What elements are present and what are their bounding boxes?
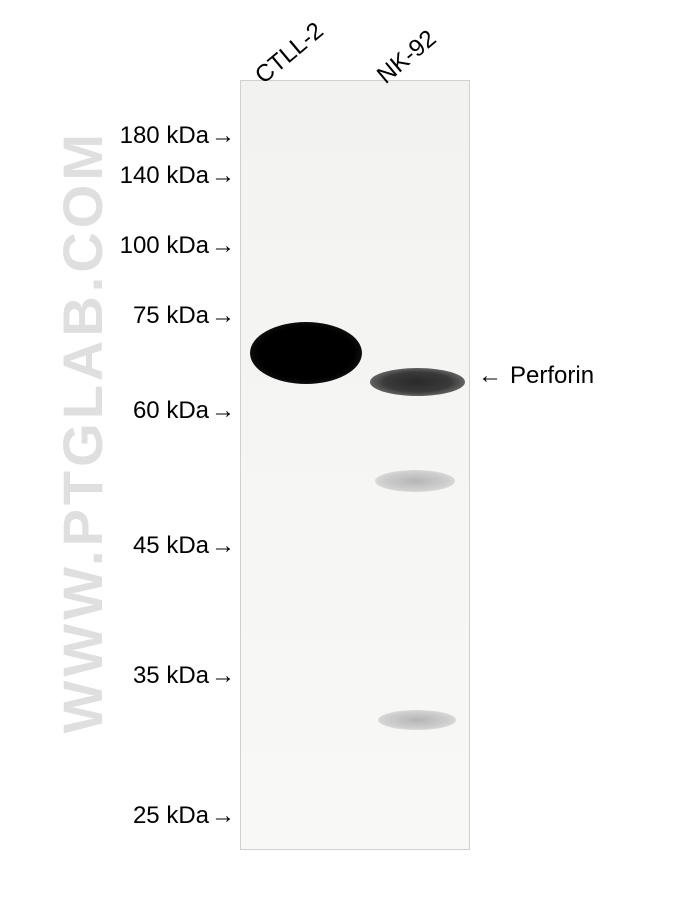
arrow-left-icon: ← (478, 362, 502, 390)
arrow-icon: → (211, 802, 235, 830)
watermark-label: WWW.PTGLAB.COM (51, 130, 114, 733)
marker-100: 100 kDa→ (120, 232, 235, 260)
arrow-icon: → (211, 662, 235, 690)
band-nk92-perforin (370, 368, 465, 396)
arrow-icon: → (211, 232, 235, 260)
watermark-text: WWW.PTGLAB.COM (50, 130, 115, 733)
arrow-icon: → (211, 532, 235, 560)
marker-25-text: 25 kDa (133, 802, 209, 829)
band-nk92-faint-2 (378, 710, 456, 730)
blot-membrane (240, 80, 470, 850)
marker-100-text: 100 kDa (120, 232, 209, 259)
marker-140: 140 kDa→ (120, 162, 235, 190)
marker-60: 60 kDa→ (133, 397, 235, 425)
target-text: Perforin (510, 362, 594, 389)
western-blot-figure: WWW.PTGLAB.COM CTLL-2 NK-92 180 kDa→ 140… (0, 0, 700, 903)
marker-45-text: 45 kDa (133, 532, 209, 559)
band-nk92-faint-1 (375, 470, 455, 492)
lane-1-text: CTLL-2 (250, 17, 329, 89)
marker-180: 180 kDa→ (120, 122, 235, 150)
arrow-icon: → (211, 162, 235, 190)
marker-35: 35 kDa→ (133, 662, 235, 690)
marker-25: 25 kDa→ (133, 802, 235, 830)
marker-60-text: 60 kDa (133, 397, 209, 424)
arrow-icon: → (211, 122, 235, 150)
marker-75: 75 kDa→ (133, 302, 235, 330)
band-ctll2-perforin (250, 322, 362, 384)
target-perforin: ← Perforin (478, 362, 594, 390)
arrow-icon: → (211, 302, 235, 330)
arrow-icon: → (211, 397, 235, 425)
marker-140-text: 140 kDa (120, 162, 209, 189)
marker-180-text: 180 kDa (120, 122, 209, 149)
marker-35-text: 35 kDa (133, 662, 209, 689)
marker-75-text: 75 kDa (133, 302, 209, 329)
marker-45: 45 kDa→ (133, 532, 235, 560)
